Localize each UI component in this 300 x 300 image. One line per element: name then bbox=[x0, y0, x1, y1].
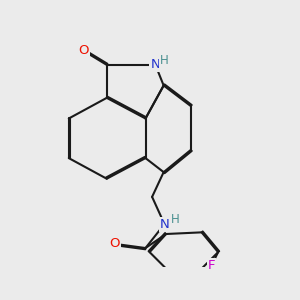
Text: N: N bbox=[151, 58, 160, 71]
Text: H: H bbox=[170, 213, 179, 226]
Text: N: N bbox=[160, 218, 170, 231]
Text: O: O bbox=[78, 44, 89, 57]
Text: O: O bbox=[110, 237, 120, 250]
Text: H: H bbox=[160, 54, 169, 67]
Text: F: F bbox=[208, 259, 215, 272]
